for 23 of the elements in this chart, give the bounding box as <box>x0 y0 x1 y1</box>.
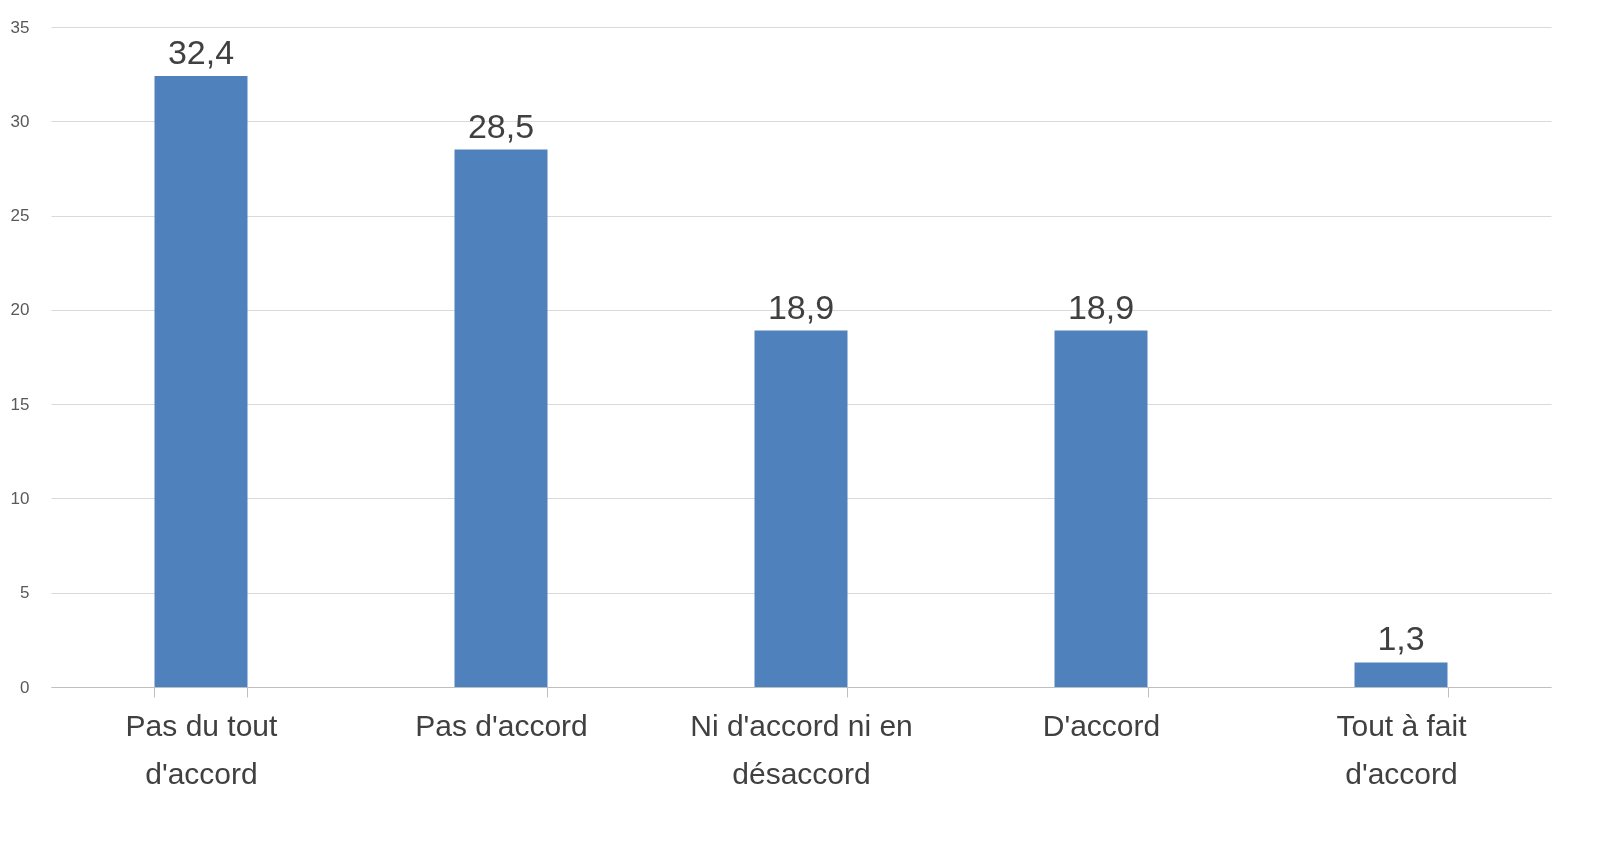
y-tick-label: 30 <box>10 111 30 131</box>
x-tick-label: Pas d'accord <box>415 708 588 742</box>
y-tick-label: 0 <box>20 677 30 697</box>
y-tick-label: 15 <box>10 394 30 414</box>
bar <box>754 330 848 687</box>
bar <box>1354 662 1448 687</box>
data-label: 18,9 <box>767 287 835 326</box>
bar <box>154 76 248 687</box>
data-label: 1,3 <box>1377 619 1425 658</box>
y-tick-label: 5 <box>20 583 30 603</box>
x-tick-label: Tout à fait d'accord <box>1336 708 1468 790</box>
data-label: 18,9 <box>1067 287 1135 326</box>
y-tick-label: 25 <box>10 206 30 226</box>
x-tick-label: D'accord <box>1042 708 1161 742</box>
bar <box>1054 330 1148 687</box>
x-tick-label: Ni d'accord ni en désaccord <box>690 708 913 790</box>
bar <box>454 149 548 687</box>
y-tick-label: 35 <box>10 17 30 37</box>
y-tick-label: 10 <box>10 488 30 508</box>
y-tick-label: 20 <box>10 300 30 320</box>
data-label: 28,5 <box>467 106 535 145</box>
data-label: 32,4 <box>167 33 235 72</box>
x-tick-label: Pas du tout d'accord <box>125 708 279 790</box>
